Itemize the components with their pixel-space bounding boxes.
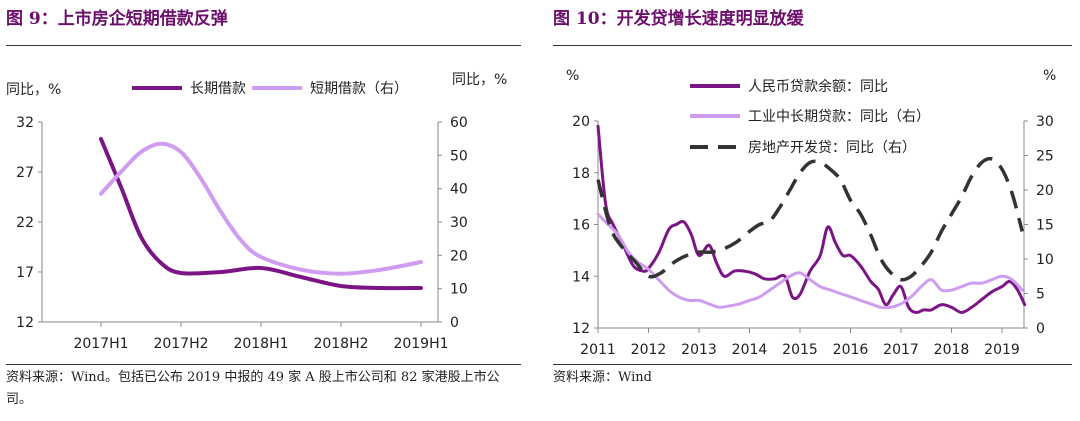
y-tick-label-right: 50 (450, 148, 468, 164)
y-tick-label-right: 10 (1036, 252, 1054, 268)
y-tick-label-right: 5 (1036, 287, 1045, 303)
y-tick-label-right: 20 (1036, 183, 1054, 199)
x-tick-label: 2011 (580, 342, 616, 358)
y-tick-label-right: 10 (450, 282, 468, 298)
x-tick-label: 2019 (984, 342, 1020, 358)
legend-label-2: 工业中长期贷款：同比（右） (748, 109, 930, 125)
figure-9-title: 图 9：上市房企短期借款反弹 (6, 9, 228, 29)
chart-loan-growth: 12 14 16 18 20 0 5 10 15 20 25 30% % 2011 2012 2013 2014… (566, 68, 1056, 358)
y-tick-label-left: 12 (572, 321, 590, 337)
legend-label-2: 短期借款（右） (310, 81, 408, 97)
y-tick-label-right: 40 (450, 182, 468, 198)
y-tick-label-left: 17 (16, 265, 34, 281)
y-tick-label-right: 0 (1036, 321, 1045, 337)
y-tick-label-left: 22 (16, 215, 34, 231)
x-tick-label: 2012 (631, 342, 667, 358)
y-tick-label-left: 14 (572, 269, 590, 285)
y-tick-label-right: 15 (1036, 218, 1054, 234)
title-rule-right (553, 45, 1072, 46)
x-tick-label: 2017 (883, 342, 919, 358)
y-tick-label-left: 18 (572, 166, 590, 182)
source-note-left: 资料来源：Wind。包括已公布 2019 中报的 49 家 A 股上市公司和 8… (6, 370, 500, 407)
x-tick-label: 2018H2 (313, 336, 368, 352)
y-axis-label-right: 同比，% (452, 72, 507, 88)
y-tick-label-right: 30 (450, 215, 468, 231)
y-tick-label-right: 20 (450, 248, 468, 264)
y-tick-label-left: 20 (572, 114, 590, 130)
legend-label-1: 长期借款 (190, 81, 246, 97)
y-tick-label-right: 0 (450, 315, 459, 331)
series-line-2 (596, 212, 1024, 310)
series-line-2 (99, 141, 423, 276)
x-tick-label: 2013 (681, 342, 717, 358)
legend-label-1: 人民币贷款余额：同比 (748, 78, 888, 95)
x-tick-label: 2017H1 (73, 336, 128, 352)
source-note-right: 资料来源：Wind (553, 370, 652, 385)
title-rule-left (6, 45, 521, 46)
y-tick-label-left: 27 (16, 165, 34, 181)
y-tick-label-left: 32 (16, 115, 34, 131)
y-tick-label-right: 30 (1036, 114, 1054, 130)
y-axis-label-right: % (1043, 68, 1056, 84)
series-line-1 (99, 137, 423, 291)
x-tick-label: 2018H1 (233, 336, 288, 352)
y-tick-label-right: 60 (450, 115, 468, 131)
x-tick-label: 2017H2 (153, 336, 208, 352)
chart-borrowing-growth: 12 17 22 27 32 0 10 20 30 40 50 60 同比，% 同比，% 2017H1 201… (6, 72, 507, 352)
y-axis-label-left: % (566, 68, 579, 84)
x-tick-label: 2019H1 (393, 336, 448, 352)
figure-10-title: 图 10：开发贷增长速度明显放缓 (553, 9, 804, 29)
y-axis-label-left: 同比，% (6, 82, 61, 98)
source-rule-right (553, 364, 1072, 365)
x-tick-label: 2018 (934, 342, 970, 358)
legend-label-3: 房地产开发贷：同比（右） (748, 140, 916, 156)
y-tick-label-right: 25 (1036, 149, 1054, 165)
source-rule-left (6, 364, 521, 365)
x-tick-label: 2014 (732, 342, 768, 358)
x-tick-label: 2016 (833, 342, 869, 358)
x-tick-label: 2015 (782, 342, 818, 358)
series-line-1 (596, 124, 1027, 315)
y-tick-label-left: 16 (572, 218, 590, 234)
y-tick-label-left: 12 (16, 315, 34, 331)
series-line-3 (596, 156, 1024, 282)
